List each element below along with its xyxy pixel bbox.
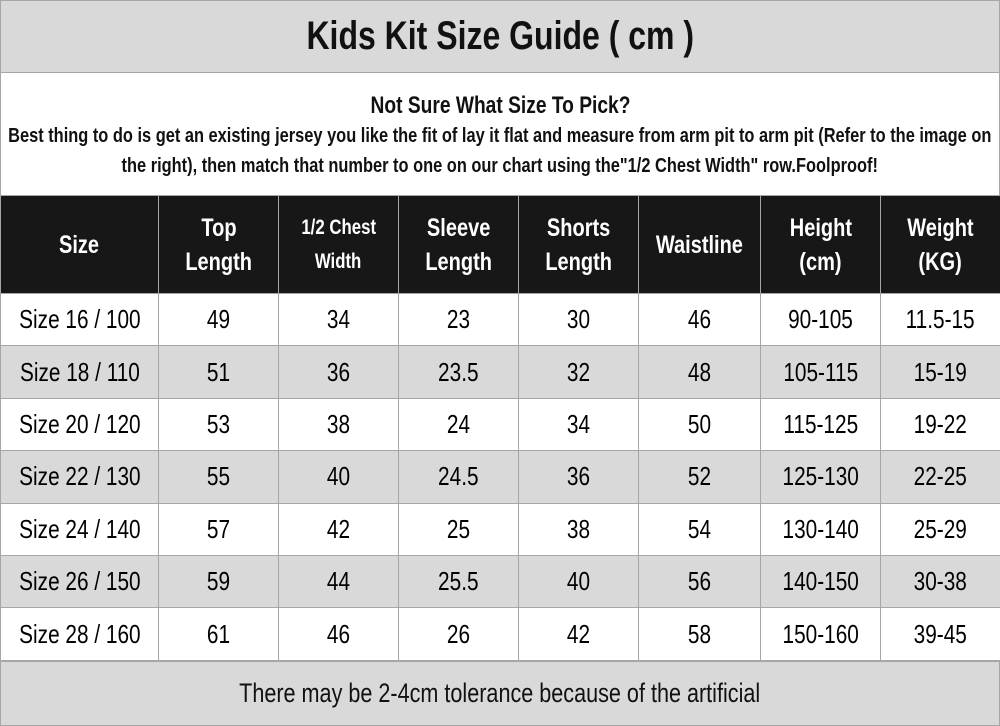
table-cell: 50 bbox=[639, 398, 761, 450]
table-cell: 26 bbox=[399, 608, 519, 660]
intro-question: Not Sure What Size To Pick? bbox=[1, 91, 999, 121]
table-cell: 105-115 bbox=[761, 346, 881, 398]
table-cell: 23.5 bbox=[399, 346, 519, 398]
table-cell: 90-105 bbox=[761, 294, 881, 346]
table-cell: 22-25 bbox=[881, 451, 1000, 503]
column-header: Weight(KG) bbox=[881, 196, 1000, 294]
table-cell: 11.5-15 bbox=[881, 294, 1000, 346]
table-cell: Size 26 / 150 bbox=[1, 555, 159, 607]
table-cell: 130-140 bbox=[761, 503, 881, 555]
table-cell: Size 24 / 140 bbox=[1, 503, 159, 555]
table-cell: 34 bbox=[279, 294, 399, 346]
table-cell: Size 28 / 160 bbox=[1, 608, 159, 660]
table-cell: 38 bbox=[279, 398, 399, 450]
page-title: Kids Kit Size Guide ( cm ) bbox=[0, 0, 1000, 73]
table-cell: 38 bbox=[519, 503, 639, 555]
table-cell: 52 bbox=[639, 451, 761, 503]
table-cell: 115-125 bbox=[761, 398, 881, 450]
table-cell: 25 bbox=[399, 503, 519, 555]
column-header: Size bbox=[1, 196, 159, 294]
table-cell: 44 bbox=[279, 555, 399, 607]
table-cell: 24 bbox=[399, 398, 519, 450]
table-cell: 40 bbox=[519, 555, 639, 607]
table-cell: 40 bbox=[279, 451, 399, 503]
table-cell: 42 bbox=[279, 503, 399, 555]
table-cell: 30 bbox=[519, 294, 639, 346]
table-cell: 34 bbox=[519, 398, 639, 450]
table-cell: Size 18 / 110 bbox=[1, 346, 159, 398]
table-cell: 61 bbox=[159, 608, 279, 660]
table-cell: 140-150 bbox=[761, 555, 881, 607]
table-cell: 46 bbox=[279, 608, 399, 660]
table-cell: 125-130 bbox=[761, 451, 881, 503]
column-header: Waistline bbox=[639, 196, 761, 294]
tolerance-note: There may be 2-4cm tolerance because of … bbox=[0, 661, 1000, 726]
table-cell: 25.5 bbox=[399, 555, 519, 607]
table-cell: 30-38 bbox=[881, 555, 1000, 607]
intro-description: Best thing to do is get an existing jers… bbox=[1, 121, 999, 181]
table-cell: 46 bbox=[639, 294, 761, 346]
table-cell: 24.5 bbox=[399, 451, 519, 503]
table-cell: 23 bbox=[399, 294, 519, 346]
table-cell: 32 bbox=[519, 346, 639, 398]
table-cell: 55 bbox=[159, 451, 279, 503]
table-cell: 53 bbox=[159, 398, 279, 450]
table-cell: 58 bbox=[639, 608, 761, 660]
table-cell: Size 20 / 120 bbox=[1, 398, 159, 450]
table-cell: 36 bbox=[279, 346, 399, 398]
table-cell: 39-45 bbox=[881, 608, 1000, 660]
table-cell: 57 bbox=[159, 503, 279, 555]
table-cell: 19-22 bbox=[881, 398, 1000, 450]
table-cell: 51 bbox=[159, 346, 279, 398]
table-cell: 54 bbox=[639, 503, 761, 555]
table-cell: 150-160 bbox=[761, 608, 881, 660]
table-cell: Size 22 / 130 bbox=[1, 451, 159, 503]
table-cell: 56 bbox=[639, 555, 761, 607]
table-cell: 48 bbox=[639, 346, 761, 398]
table-cell: 25-29 bbox=[881, 503, 1000, 555]
intro-section: Not Sure What Size To Pick? Best thing t… bbox=[0, 73, 1000, 195]
table-cell: 42 bbox=[519, 608, 639, 660]
table-cell: Size 16 / 100 bbox=[1, 294, 159, 346]
table-cell: 36 bbox=[519, 451, 639, 503]
table-cell: 15-19 bbox=[881, 346, 1000, 398]
table-cell: 49 bbox=[159, 294, 279, 346]
table-cell: 59 bbox=[159, 555, 279, 607]
column-header: Height(cm) bbox=[761, 196, 881, 294]
